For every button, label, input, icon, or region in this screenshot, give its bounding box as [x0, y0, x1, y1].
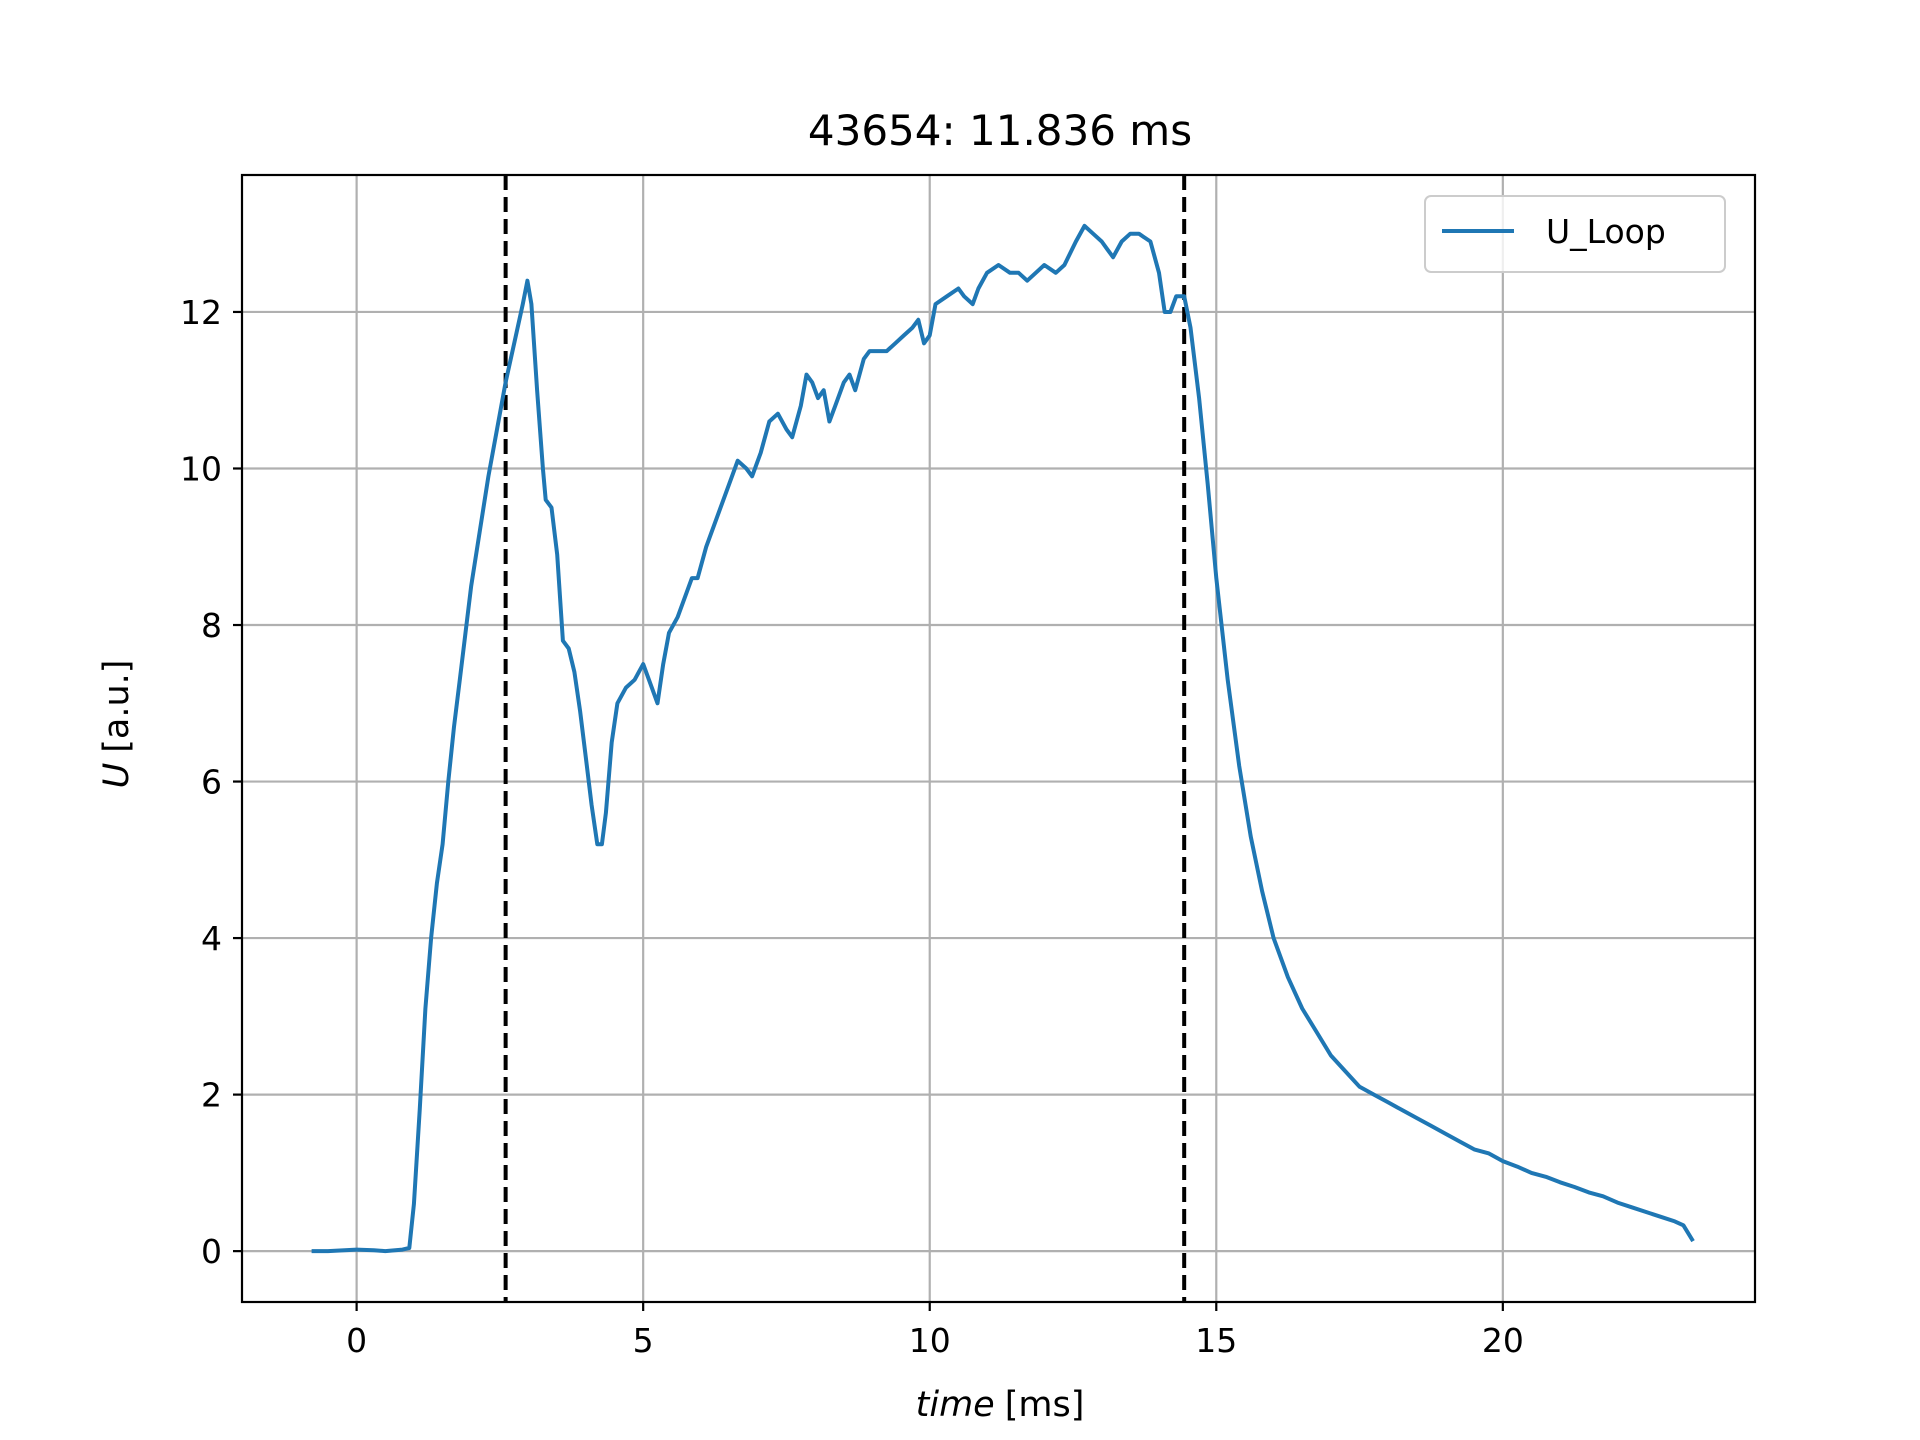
y-axis-label-variable: U: [97, 763, 137, 789]
y-tick-label: 12: [180, 293, 222, 332]
y-axis-label-unit: [a.u.]: [97, 660, 137, 753]
y-tick-label: 10: [180, 449, 222, 488]
series-layer: [311, 223, 1695, 1254]
axes-background: [242, 175, 1755, 1302]
y-axis-label: U [a.u.]: [97, 660, 137, 789]
grid: [242, 175, 1755, 1302]
y-tick-label: 0: [201, 1232, 222, 1271]
vertical-markers: [503, 175, 1187, 1302]
y-tick-label: 2: [201, 1076, 222, 1115]
legend-label-u-loop: U_Loop: [1546, 212, 1666, 251]
x-tick-label: 5: [633, 1321, 654, 1360]
axes-frame: [240, 173, 1757, 1304]
x-tick-label: 20: [1482, 1321, 1524, 1360]
y-tick-label: 4: [201, 919, 222, 958]
x-tick-label: 10: [909, 1321, 951, 1360]
y-tick-label: 6: [201, 763, 222, 802]
x-tick-label: 15: [1195, 1321, 1237, 1360]
x-axis-label-unit: [ms]: [1005, 1385, 1085, 1425]
x-axis-ticks: 0 5 10 15 20: [346, 1302, 1524, 1360]
series-line-u-loop: [311, 223, 1695, 1254]
legend: U_Loop: [1424, 195, 1726, 273]
y-axis-ticks: 0 2 4 6 8 10 12: [180, 293, 242, 1271]
x-tick-label: 0: [346, 1321, 367, 1360]
x-axis-label: time [ms]: [916, 1385, 1085, 1425]
chart-title: 43654: 11.836 ms: [808, 106, 1192, 155]
y-tick-label: 8: [201, 606, 222, 645]
legend-box: [1424, 195, 1726, 273]
x-axis-label-variable: time: [916, 1385, 995, 1425]
